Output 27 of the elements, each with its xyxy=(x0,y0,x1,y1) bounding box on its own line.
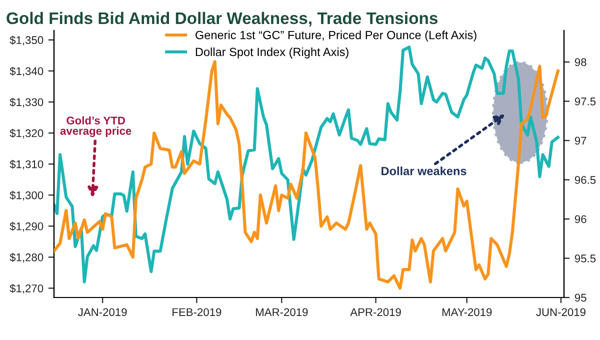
y-tick-label: $1,290 xyxy=(10,222,44,232)
x-tick-label: APR-2019 xyxy=(350,308,401,316)
legend-label: Generic 1st “GC” Future, Priced Per Ounce (Left Axis) xyxy=(196,30,476,42)
chart-title: Gold Finds Bid Amid Dollar Weakness, Trade Tensions xyxy=(6,12,438,27)
y-tick-label: $1,320 xyxy=(10,128,44,138)
annotation: Gold’s YTD average price xyxy=(60,116,132,138)
y-tick-label: $1,280 xyxy=(10,252,44,263)
x-tick-label: JAN-2019 xyxy=(78,308,127,316)
y2-tick-label: 97 xyxy=(574,136,586,145)
y2-tick-label: 96 xyxy=(574,215,586,224)
y-tick-label: $1,340 xyxy=(10,66,44,76)
x-tick-label: MAY-2019 xyxy=(442,308,492,316)
y2-tick-label: 95 xyxy=(574,294,586,302)
y2-tick-label: 98 xyxy=(574,58,586,66)
legend-label: Dollar Spot Index (Right Axis) xyxy=(196,47,348,58)
annotation: Dollar weakens xyxy=(382,166,466,176)
y2-tick-label: 95.5 xyxy=(574,254,596,262)
x-tick-label: MAR-2019 xyxy=(256,308,308,316)
y2-tick-label: 96.5 xyxy=(574,176,596,184)
y-tick-label: $1,330 xyxy=(10,98,44,108)
y-tick-label: $1,300 xyxy=(10,190,44,201)
y-tick-label: $1,350 xyxy=(10,36,44,46)
y-tick-label: $1,270 xyxy=(10,284,44,294)
y2-tick-label: 97.5 xyxy=(574,98,596,106)
y-tick-label: $1,310 xyxy=(10,160,44,170)
x-tick-label: JUN-2019 xyxy=(536,308,586,316)
x-tick-label: FEB-2019 xyxy=(172,308,222,316)
